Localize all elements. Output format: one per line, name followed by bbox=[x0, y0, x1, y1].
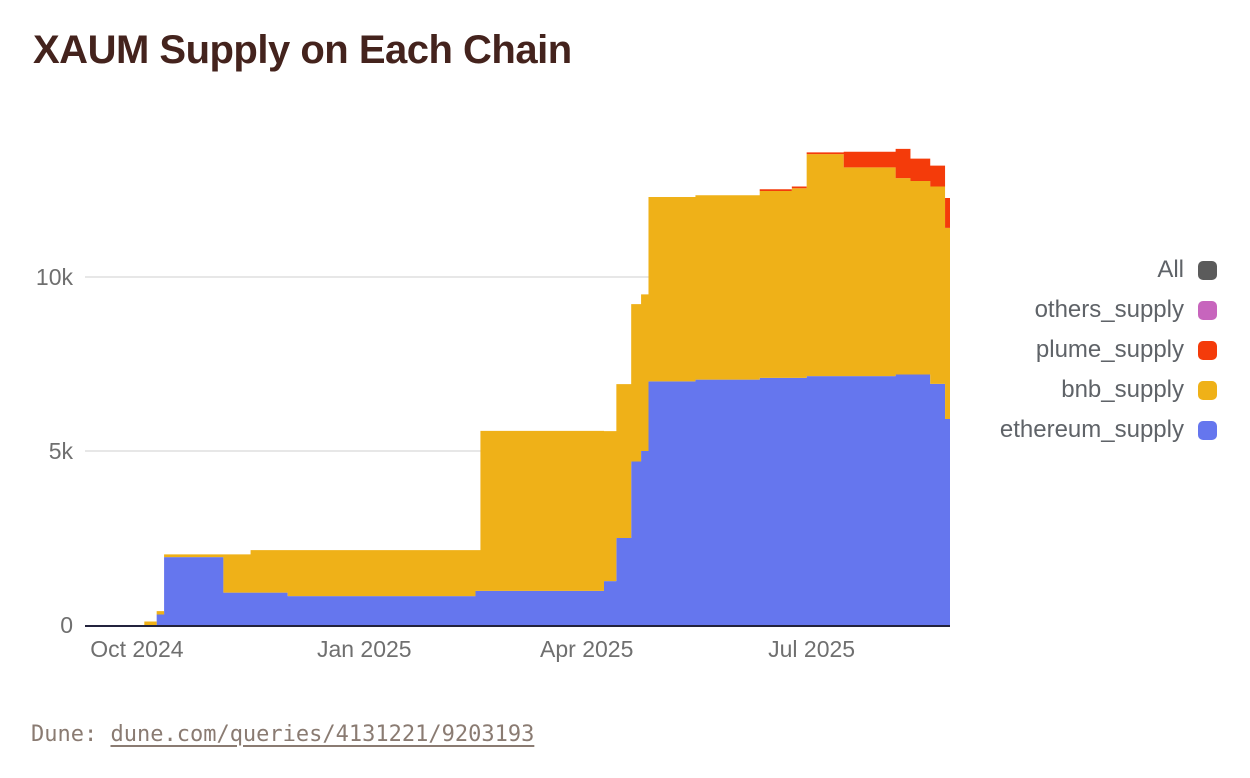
legend-item-ethereum-supply[interactable]: ethereum_supply bbox=[1000, 410, 1217, 450]
legend-swatch bbox=[1198, 260, 1217, 280]
svg-text:0: 0 bbox=[60, 612, 73, 638]
legend-item-others-supply[interactable]: others_supply bbox=[1000, 290, 1217, 330]
legend-label: others_supply bbox=[1034, 296, 1184, 323]
legend-swatch bbox=[1198, 420, 1217, 440]
svg-text:Apr 2025: Apr 2025 bbox=[540, 636, 633, 662]
stacked-area-chart: 0 5k 10k Oct 2024 Jan 2025 Apr 2025 Jul 2025 bbox=[36, 148, 950, 662]
svg-text:Oct 2024: Oct 2024 bbox=[90, 636, 184, 662]
page-title: XAUM Supply on Each Chain bbox=[33, 28, 572, 72]
chart-legend: All others_supply plume_supply bnb_suppl… bbox=[1000, 250, 1217, 450]
legend-item-all[interactable]: All bbox=[1000, 250, 1217, 290]
legend-label: All bbox=[1157, 256, 1184, 283]
legend-label: bnb_supply bbox=[1061, 376, 1184, 403]
legend-swatch bbox=[1198, 380, 1217, 400]
svg-text:5k: 5k bbox=[49, 438, 74, 464]
source-label: Dune: bbox=[31, 722, 98, 747]
source-attribution: Dune: dune.com/queries/4131221/9203193 bbox=[31, 722, 534, 747]
legend-swatch bbox=[1198, 340, 1217, 360]
svg-text:Jul 2025: Jul 2025 bbox=[768, 636, 855, 662]
legend-label: plume_supply bbox=[1035, 336, 1184, 363]
source-link[interactable]: dune.com/queries/4131221/9203193 bbox=[110, 722, 535, 747]
legend-label: ethereum_supply bbox=[999, 416, 1184, 443]
legend-item-plume-supply[interactable]: plume_supply bbox=[1000, 330, 1217, 370]
legend-swatch bbox=[1198, 300, 1217, 320]
legend-item-bnb-supply[interactable]: bnb_supply bbox=[1000, 370, 1217, 410]
svg-text:10k: 10k bbox=[36, 264, 74, 290]
svg-text:Jan 2025: Jan 2025 bbox=[317, 636, 412, 662]
